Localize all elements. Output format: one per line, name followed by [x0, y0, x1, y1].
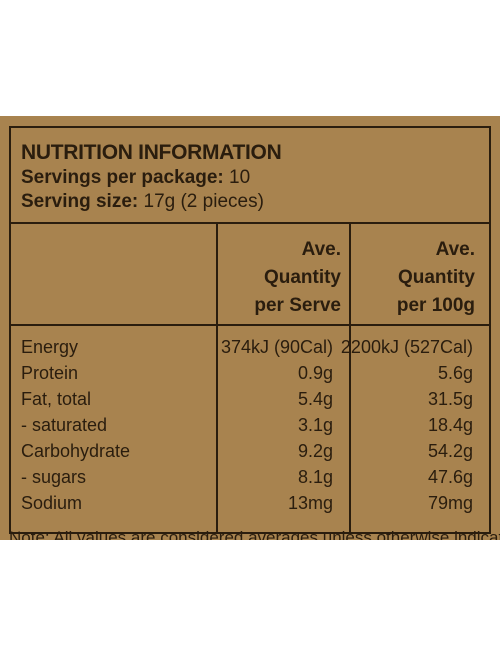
per-100g-value: 5.6g — [437, 363, 473, 383]
table-row: Protein 0.9g 5.6g — [11, 360, 489, 386]
nutrient-name: - saturated — [21, 415, 108, 435]
column-header-line: Quantity — [263, 267, 341, 288]
column-header-line: per 100g — [396, 295, 475, 316]
per-serve-value: 0.9g — [297, 363, 333, 383]
column-header-line: per Serve — [254, 295, 341, 316]
per-serve-value: 8.1g — [297, 467, 333, 487]
header-divider — [11, 324, 489, 326]
nutrient-rows: Energy 374kJ (90Cal) 2200kJ (527Cal) Pro… — [11, 334, 489, 516]
column-header-line: Ave. — [435, 239, 475, 260]
per-100g-value: 47.6g — [427, 467, 473, 487]
per-serve-value: 3.1g — [297, 415, 333, 435]
servings-value: 10 — [229, 167, 251, 188]
table-row: Fat, total 5.4g 31.5g — [11, 386, 489, 412]
nutrient-name: - sugars — [21, 467, 87, 487]
nutrient-name: Sodium — [21, 493, 83, 513]
column-header-per-100g: Ave. Quantity per 100g — [397, 236, 475, 320]
table-row: - sugars 8.1g 47.6g — [11, 464, 489, 490]
table-row: Carbohydrate 9.2g 54.2g — [11, 438, 489, 464]
panel-title: NUTRITION INFORMATION — [21, 141, 282, 164]
per-serve-value: 13mg — [287, 493, 333, 513]
table-row: - saturated 3.1g 18.4g — [11, 412, 489, 438]
per-100g-value: 79mg — [427, 493, 473, 513]
per-100g-value: 31.5g — [427, 389, 473, 409]
per-100g-value: 18.4g — [427, 415, 473, 435]
table-header: NUTRITION INFORMATION Servings per packa… — [11, 128, 489, 224]
serving-size-value: 17g (2 pieces) — [143, 191, 264, 212]
nutrient-name: Fat, total — [21, 389, 92, 409]
footnote: Note: All values are considered averages… — [9, 528, 500, 540]
nutrition-panel: NUTRITION INFORMATION Servings per packa… — [0, 116, 500, 540]
per-serve-value: 374kJ (90Cal) — [220, 337, 333, 357]
nutrient-name: Energy — [21, 337, 79, 357]
column-divider — [349, 224, 351, 532]
nutrient-name: Protein — [21, 363, 79, 383]
column-divider — [216, 224, 218, 532]
column-header-per-serve: Ave. Quantity per Serve — [254, 236, 341, 320]
nutrient-name: Carbohydrate — [21, 441, 131, 461]
servings-label: Servings per package: — [21, 167, 224, 188]
servings-per-package: Servings per package: 10 — [21, 166, 489, 190]
column-header-line: Quantity — [397, 267, 475, 288]
nutrition-table: NUTRITION INFORMATION Servings per packa… — [9, 126, 491, 534]
serving-size: Serving size: 17g (2 pieces) — [21, 190, 489, 214]
table-row: Sodium 13mg 79mg — [11, 490, 489, 516]
per-100g-value: 54.2g — [427, 441, 473, 461]
serving-size-label: Serving size: — [21, 191, 139, 212]
per-serve-value: 5.4g — [297, 389, 333, 409]
table-row: Energy 374kJ (90Cal) 2200kJ (527Cal) — [11, 334, 489, 360]
per-serve-value: 9.2g — [297, 441, 333, 461]
per-100g-value: 2200kJ (527Cal) — [340, 337, 473, 357]
column-header-line: Ave. — [301, 239, 341, 260]
